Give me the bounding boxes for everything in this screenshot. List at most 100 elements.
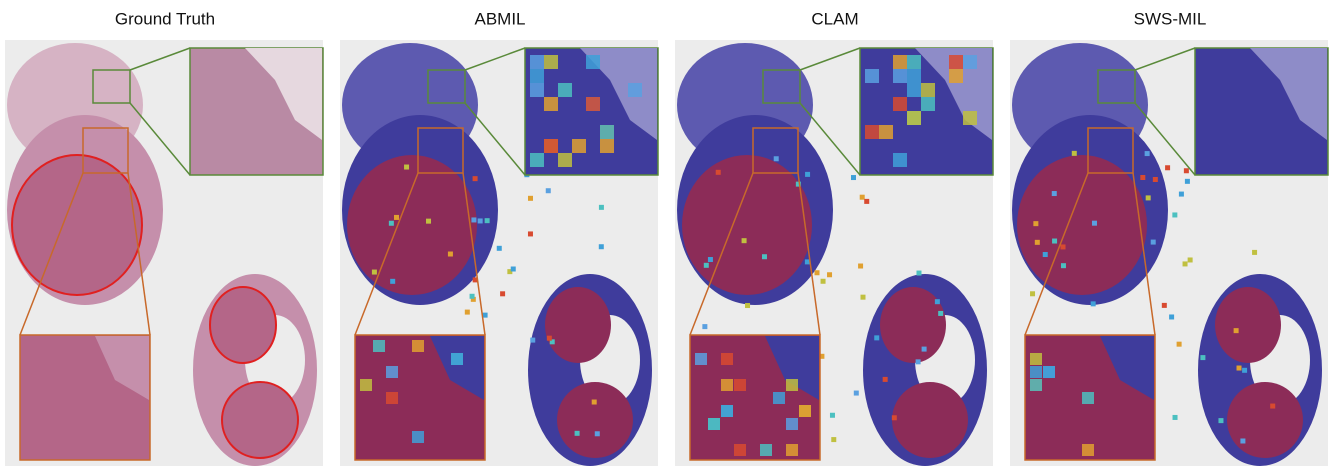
heat-patch — [426, 219, 431, 224]
heat-patch — [1082, 392, 1094, 404]
heat-patch — [1172, 212, 1177, 217]
heat-patch — [695, 353, 707, 365]
heat-patch — [599, 244, 604, 249]
tumor-region — [347, 155, 477, 295]
heat-patch — [451, 353, 463, 365]
heat-patch — [473, 176, 478, 181]
heat-patch — [702, 324, 707, 329]
heat-patch — [704, 263, 709, 268]
heat-patch — [907, 83, 921, 97]
heat-patch — [544, 55, 558, 69]
heat-patch — [935, 299, 940, 304]
heat-patch — [600, 139, 614, 153]
panel: Ground Truth — [5, 9, 323, 466]
heat-patch — [1177, 342, 1182, 347]
heat-patch — [892, 415, 897, 420]
heat-patch — [530, 69, 544, 83]
heat-patch — [547, 336, 552, 341]
heat-patch — [861, 295, 866, 300]
heat-patch — [893, 69, 907, 83]
panel: CLAM — [675, 9, 993, 466]
heat-patch — [586, 97, 600, 111]
tumor-region — [682, 155, 812, 295]
heat-patch — [916, 359, 921, 364]
heat-patch — [373, 340, 385, 352]
heat-patch — [1151, 240, 1156, 245]
heat-patch — [1030, 379, 1042, 391]
heat-patch — [478, 218, 483, 223]
heat-patch — [1030, 291, 1035, 296]
heat-patch — [1052, 239, 1057, 244]
heat-patch — [586, 55, 600, 69]
heat-patch — [465, 310, 470, 315]
heat-patch — [511, 267, 516, 272]
heat-patch — [1145, 151, 1150, 156]
heat-patch — [1184, 168, 1189, 173]
heat-patch — [864, 199, 869, 204]
heat-patch — [786, 444, 798, 456]
heat-patch — [916, 271, 921, 276]
heat-patch — [1218, 418, 1223, 423]
heat-patch — [546, 188, 551, 193]
heat-patch — [1188, 257, 1193, 262]
heat-patch — [528, 196, 533, 201]
tumor-region — [210, 287, 276, 363]
heat-patch — [412, 431, 424, 443]
heat-patch — [471, 217, 476, 222]
heat-patch — [572, 139, 586, 153]
heat-patch — [1043, 366, 1055, 378]
tumor-region — [892, 382, 968, 458]
heat-patch — [1072, 151, 1077, 156]
heat-patch — [592, 400, 597, 405]
heat-patch — [963, 111, 977, 125]
heat-patch — [907, 55, 921, 69]
heat-patch — [530, 83, 544, 97]
heat-patch — [1179, 192, 1184, 197]
heat-patch — [721, 353, 733, 365]
heat-patch — [558, 153, 572, 167]
heat-patch — [858, 264, 863, 269]
heat-patch — [1240, 438, 1245, 443]
heat-patch — [390, 279, 395, 284]
heat-patch — [805, 172, 810, 177]
heat-patch — [1091, 301, 1096, 306]
heat-patch — [448, 252, 453, 257]
heat-patch — [599, 205, 604, 210]
heat-patch — [762, 254, 767, 259]
heat-patch — [865, 69, 879, 83]
heat-patch — [497, 246, 502, 251]
figure: Ground Truth ABMIL CLAM SWS-MIL — [0, 0, 1333, 468]
panel-title: CLAM — [811, 9, 858, 28]
heat-patch — [815, 270, 820, 275]
heat-patch — [500, 291, 505, 296]
heat-patch — [831, 437, 836, 442]
heat-patch — [907, 111, 921, 125]
heat-patch — [1153, 177, 1158, 182]
heat-patch — [412, 340, 424, 352]
heat-patch — [530, 153, 544, 167]
heat-patch — [404, 165, 409, 170]
heat-patch — [530, 338, 535, 343]
heat-patch — [734, 444, 746, 456]
tumor-region — [222, 382, 298, 458]
heat-patch — [1035, 240, 1040, 245]
heat-patch — [921, 83, 935, 97]
heat-patch — [1052, 191, 1057, 196]
heat-patch — [883, 377, 888, 382]
heat-patch — [1082, 444, 1094, 456]
heat-patch — [1165, 165, 1170, 170]
panel-title: SWS-MIL — [1134, 9, 1207, 28]
heat-patch — [1092, 221, 1097, 226]
heat-patch — [760, 444, 772, 456]
heat-patch — [1146, 195, 1151, 200]
heat-patch — [1162, 303, 1167, 308]
heat-patch — [394, 215, 399, 220]
heat-patch — [827, 272, 832, 277]
heat-patch — [628, 83, 642, 97]
heat-patch — [921, 97, 935, 111]
heat-patch — [708, 418, 720, 430]
heat-patch — [860, 195, 865, 200]
panel-title: ABMIL — [474, 9, 525, 28]
tumor-region — [880, 287, 946, 363]
heat-patch — [558, 83, 572, 97]
